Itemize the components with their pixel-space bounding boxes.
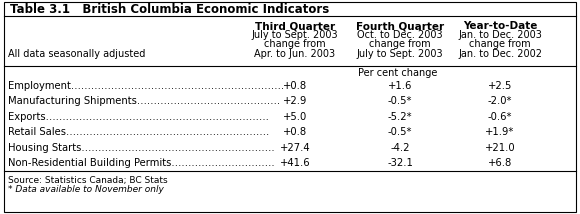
Text: Retail Sales…………………………………………………….: Retail Sales……………………………………………………. [8, 127, 269, 137]
Text: -5.2*: -5.2* [387, 112, 412, 122]
Text: +2.9: +2.9 [283, 96, 307, 106]
Text: Fourth Quarter: Fourth Quarter [356, 21, 444, 31]
Text: Manufacturing Shipments…………………………………….: Manufacturing Shipments……………………………………. [8, 96, 280, 106]
Text: July to Sept. 2003: July to Sept. 2003 [357, 49, 443, 59]
Text: Jan. to Dec. 2003: Jan. to Dec. 2003 [458, 30, 542, 40]
Text: All data seasonally adjusted: All data seasonally adjusted [8, 49, 146, 59]
Text: change from: change from [469, 39, 531, 49]
Text: Non-Residential Building Permits………………………….: Non-Residential Building Permits……………………… [8, 158, 274, 168]
Text: Third Quarter: Third Quarter [255, 21, 335, 31]
Text: +0.8: +0.8 [283, 127, 307, 137]
Text: -4.2: -4.2 [390, 143, 409, 153]
Text: +2.5: +2.5 [488, 81, 512, 91]
Text: -0.5*: -0.5* [388, 96, 412, 106]
Text: Jan. to Dec. 2002: Jan. to Dec. 2002 [458, 49, 542, 59]
Text: * Data available to November only: * Data available to November only [8, 184, 164, 193]
Text: Exports………………………………………………………….: Exports…………………………………………………………. [8, 112, 269, 122]
Text: +1.6: +1.6 [388, 81, 412, 91]
Text: +21.0: +21.0 [485, 143, 515, 153]
Text: Employment……………………………………………………….: Employment………………………………………………………. [8, 81, 284, 91]
Text: +5.0: +5.0 [283, 112, 307, 122]
Text: +0.8: +0.8 [283, 81, 307, 91]
Text: Per cent change: Per cent change [358, 68, 437, 78]
Text: Apr. to Jun. 2003: Apr. to Jun. 2003 [255, 49, 336, 59]
Text: -32.1: -32.1 [387, 158, 413, 168]
Text: -0.6*: -0.6* [488, 112, 512, 122]
Text: July to Sept. 2003: July to Sept. 2003 [252, 30, 338, 40]
Text: +6.8: +6.8 [488, 158, 512, 168]
Text: +1.9*: +1.9* [485, 127, 514, 137]
Text: Housing Starts………………………………………………….: Housing Starts…………………………………………………. [8, 143, 274, 153]
Text: +41.6: +41.6 [280, 158, 310, 168]
Text: Source: Statistics Canada; BC Stats: Source: Statistics Canada; BC Stats [8, 175, 168, 184]
Text: Oct. to Dec. 2003: Oct. to Dec. 2003 [357, 30, 443, 40]
Text: +27.4: +27.4 [280, 143, 310, 153]
Text: -2.0*: -2.0* [488, 96, 512, 106]
Text: -0.5*: -0.5* [388, 127, 412, 137]
Text: Table 3.1   British Columbia Economic Indicators: Table 3.1 British Columbia Economic Indi… [10, 3, 329, 15]
Text: change from: change from [264, 39, 326, 49]
Text: change from: change from [369, 39, 431, 49]
Bar [4, 2, 576, 16]
Text: Year-to-Date: Year-to-Date [463, 21, 537, 31]
